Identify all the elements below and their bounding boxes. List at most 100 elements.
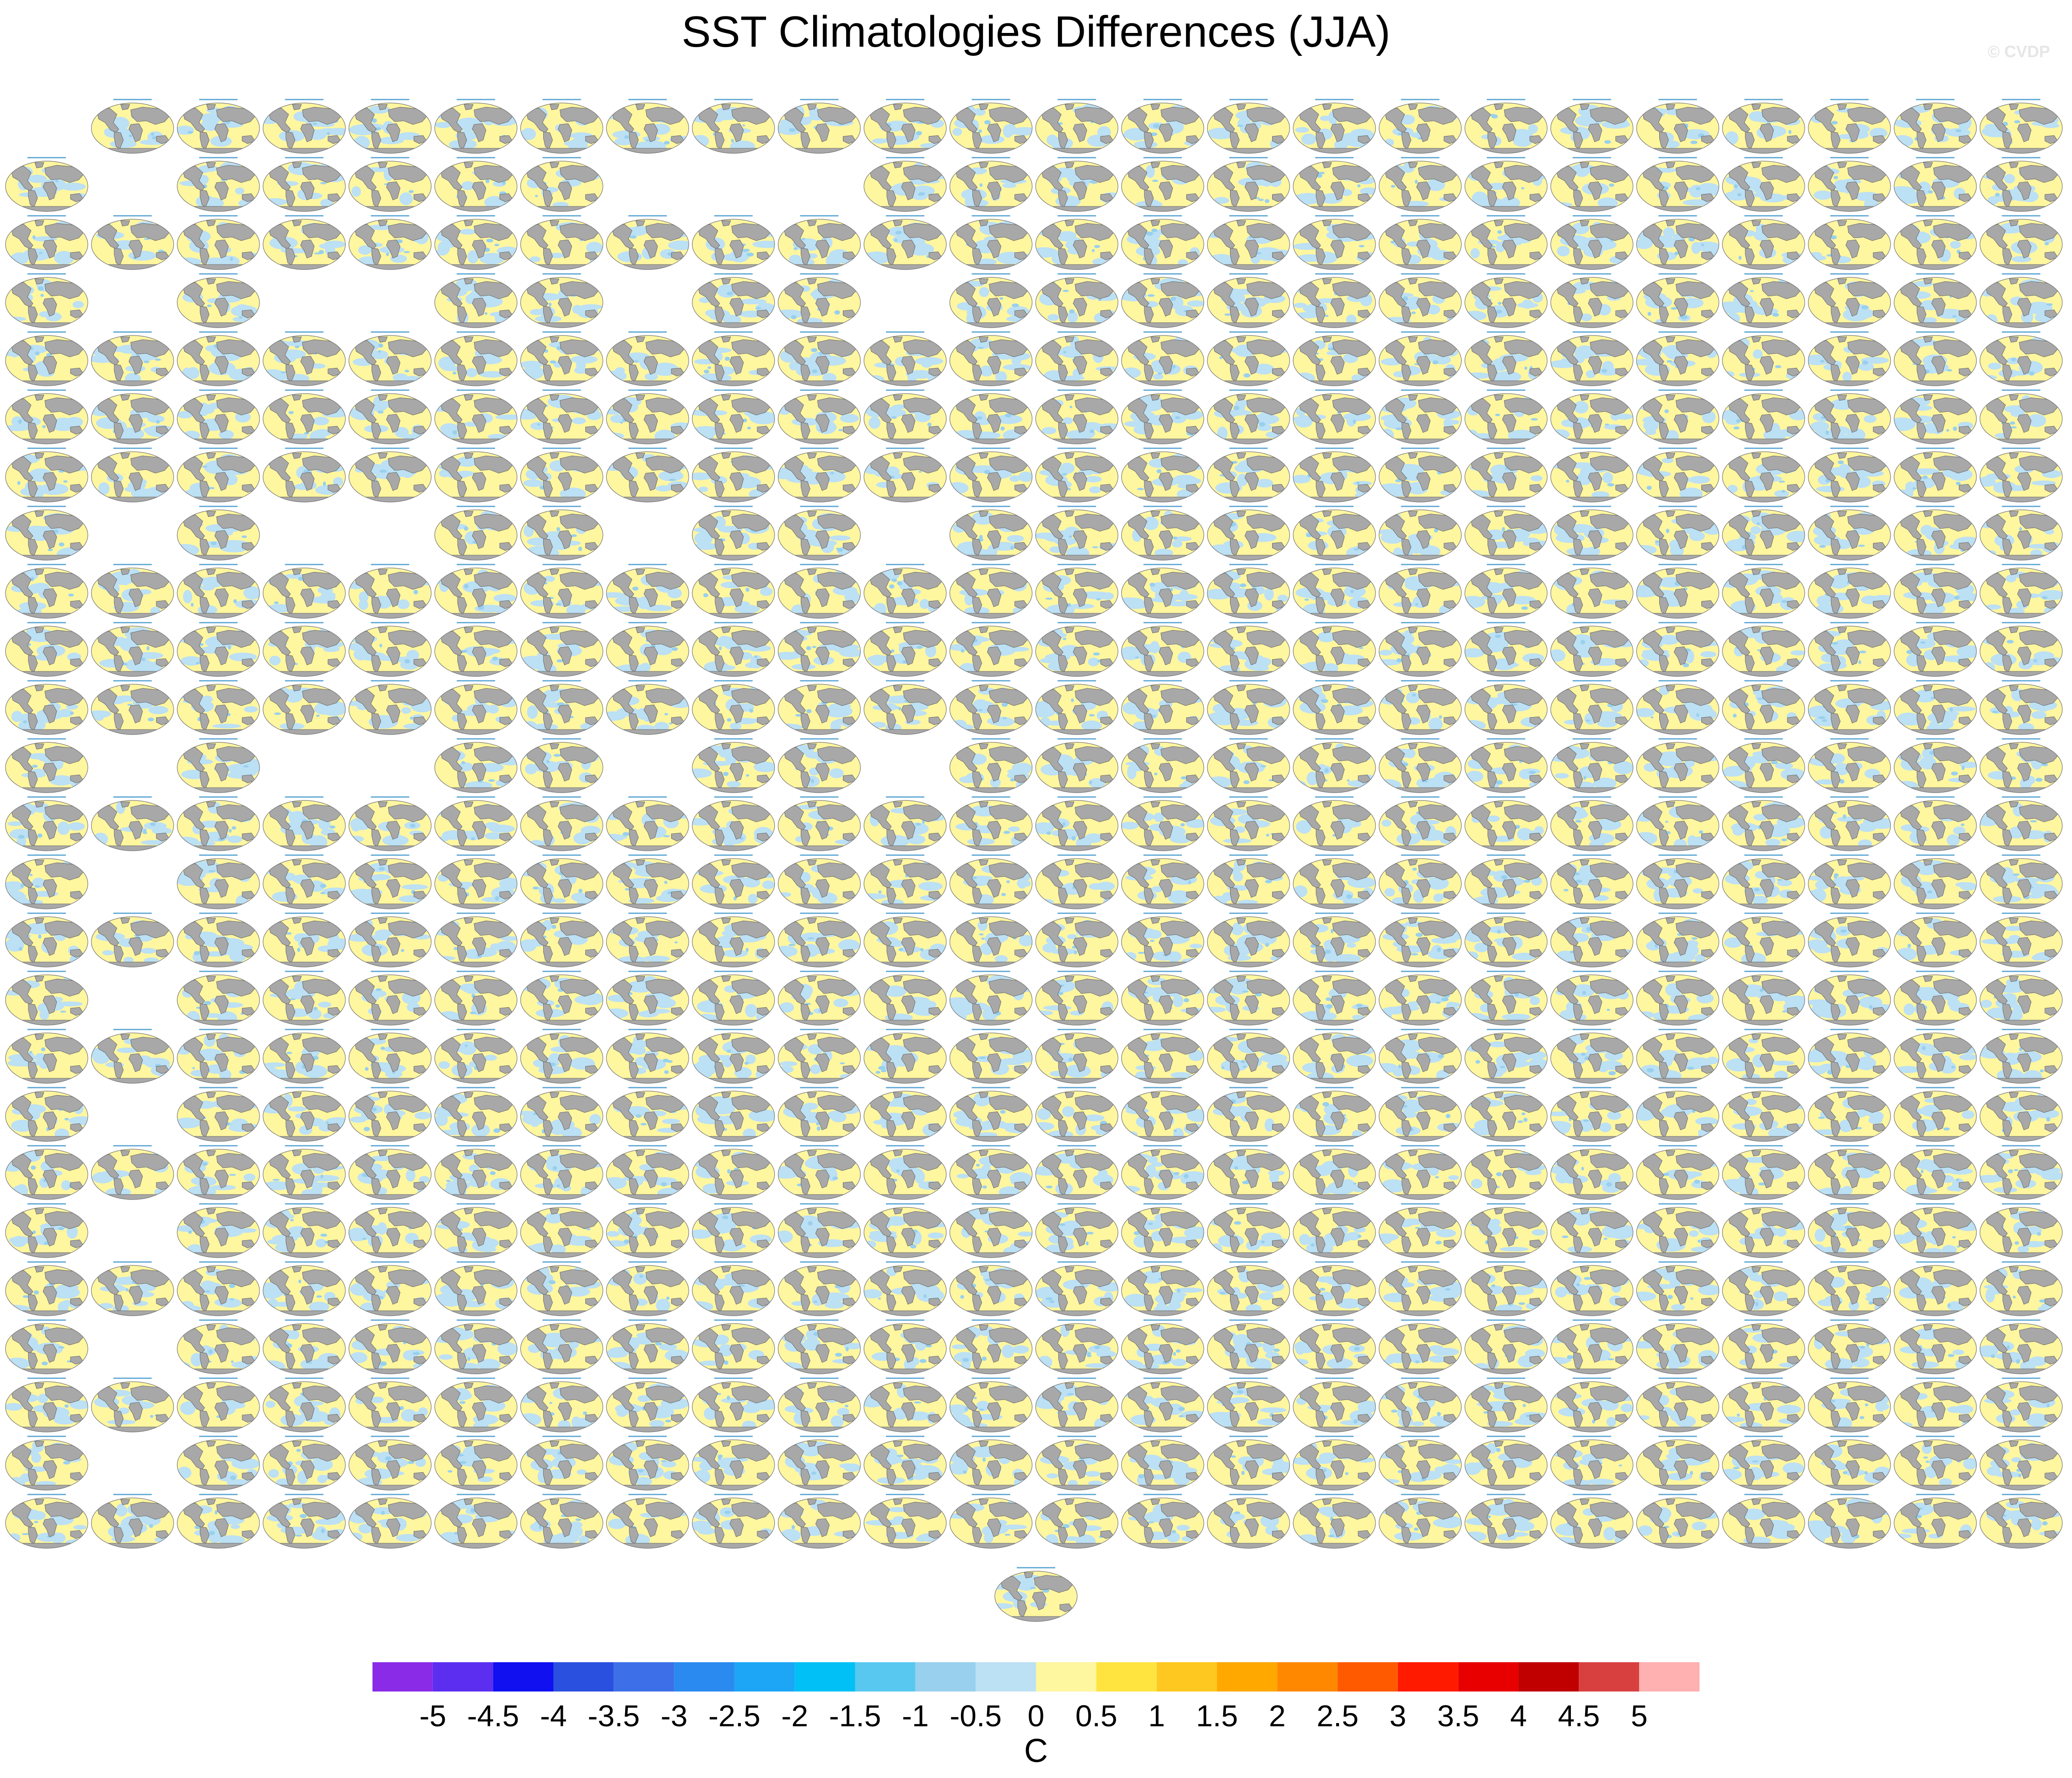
map-panel: [1808, 913, 1891, 967]
map-panel: [263, 680, 346, 735]
map-panel: [1464, 1319, 1548, 1374]
map-panel: [1207, 1494, 1290, 1549]
map-panel: [606, 622, 689, 677]
map-panel: [1550, 971, 1634, 1026]
map-panel: [1722, 1494, 1805, 1549]
map-panel: [692, 680, 775, 735]
colorbar-box: [432, 1662, 493, 1692]
map-panel: [348, 448, 432, 503]
map-panel: [1980, 215, 2063, 270]
map-panel: [1980, 389, 2063, 444]
map-panel: [1379, 506, 1462, 561]
map-panel: [692, 215, 775, 270]
map-panel: [348, 1378, 432, 1432]
map-panel: [1293, 564, 1376, 619]
map-panel: [606, 389, 689, 444]
map-panel: [348, 796, 432, 851]
map-panel: [1121, 506, 1204, 561]
map-panel: [1636, 1436, 1719, 1491]
colorbar-box: [1036, 1662, 1096, 1692]
map-panel: [434, 273, 518, 328]
map-panel: [1980, 1261, 2063, 1316]
colorbar-box: [1156, 1662, 1217, 1692]
map-panel: [1035, 1494, 1118, 1549]
map-panel: [1980, 1087, 2063, 1142]
colorbar-tick-label: 1: [1148, 1699, 1165, 1733]
map-panel: [520, 157, 604, 212]
map-panel: [692, 448, 775, 503]
map-panel: [777, 389, 861, 444]
map-panel: [434, 1087, 518, 1142]
map-panel: [177, 506, 260, 561]
map-panel: [1121, 1436, 1204, 1491]
map-panel: [692, 1203, 775, 1258]
map-panel: [994, 1567, 1078, 1622]
map-panel: [348, 331, 432, 386]
map-panel: [1293, 1203, 1376, 1258]
map-panel: [1808, 1087, 1891, 1142]
map-panel: [1894, 680, 1977, 735]
map-panel: [1464, 506, 1548, 561]
map-panel: [348, 99, 432, 154]
map-panel: [1464, 331, 1548, 386]
map-panel: [5, 680, 88, 735]
map-panel: [1722, 157, 1805, 212]
map-panel: [863, 99, 947, 154]
map-panel: [263, 564, 346, 619]
colorbar-box: [915, 1662, 976, 1692]
map-panel: [1636, 389, 1719, 444]
map-panel: [348, 389, 432, 444]
map-panel: [1464, 1087, 1548, 1142]
map-panel: [1894, 448, 1977, 503]
colorbar-box: [674, 1662, 734, 1692]
map-panel: [1722, 796, 1805, 851]
map-panel: [348, 1319, 432, 1374]
map-panel: [1035, 1261, 1118, 1316]
colorbar-tick-label: -0.5: [950, 1699, 1002, 1733]
map-panel: [1722, 389, 1805, 444]
chart-title: SST Climatologies Differences (JJA): [681, 7, 1391, 56]
map-panel: [434, 1029, 518, 1084]
map-panel: [91, 389, 174, 444]
map-panel: [434, 1436, 518, 1491]
map-panel: [1464, 564, 1548, 619]
map-panel: [863, 1087, 947, 1142]
map-panel: [1121, 389, 1204, 444]
colorbar-box: [1458, 1662, 1519, 1692]
map-panel: [520, 1378, 604, 1432]
map-panel: [1207, 331, 1290, 386]
map-panel: [177, 1087, 260, 1142]
map-panel: [1636, 331, 1719, 386]
map-panel: [263, 99, 346, 154]
map-panel: [1894, 738, 1977, 793]
map-panel: [863, 1436, 947, 1491]
map-panel: [777, 448, 861, 503]
map-panel: [1894, 622, 1977, 677]
map-panel: [263, 1436, 346, 1491]
map-panel: [177, 1378, 260, 1432]
map-panel: [5, 971, 88, 1026]
map-panel: [1808, 1378, 1891, 1432]
map-panel: [1808, 1203, 1891, 1258]
map-panel: [1207, 1319, 1290, 1374]
cvdp-credit: © CVDP: [1987, 42, 2050, 61]
map-panel: [1808, 448, 1891, 503]
map-panel: [5, 622, 88, 677]
map-panel: [1550, 506, 1634, 561]
map-panel: [5, 1261, 88, 1316]
map-panel: [1722, 1145, 1805, 1200]
map-panel: [1636, 971, 1719, 1026]
map-panel: [1035, 913, 1118, 967]
map-panel: [606, 1145, 689, 1200]
map-panel: [863, 854, 947, 909]
map-panel: [863, 1494, 947, 1549]
map-panel: [520, 1319, 604, 1374]
map-panel: [1121, 1378, 1204, 1432]
map-panel: [692, 1029, 775, 1084]
map-panel: [5, 157, 88, 212]
map-panel: [950, 738, 1033, 793]
map-panel: [777, 506, 861, 561]
map-panel: [1636, 1261, 1719, 1316]
map-panel: [177, 273, 260, 328]
map-panel: [1636, 99, 1719, 154]
